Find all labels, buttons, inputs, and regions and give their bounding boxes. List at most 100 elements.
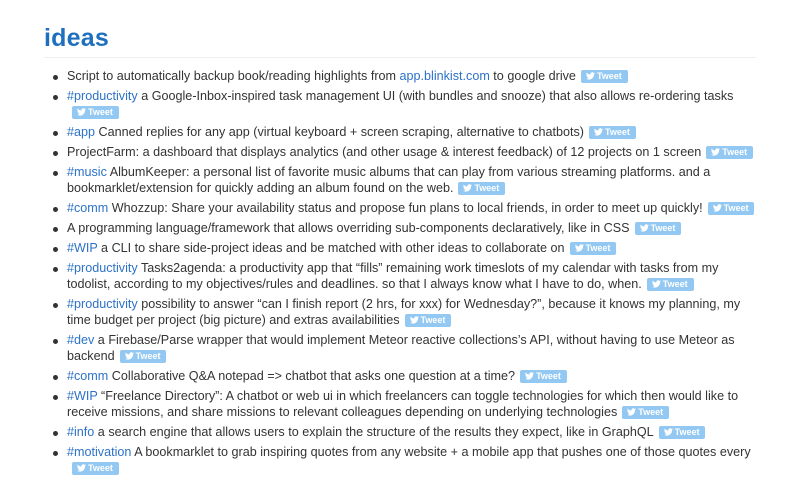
idea-text: Script to automatically backup book/read… — [67, 69, 400, 83]
bullet-icon — [53, 302, 58, 308]
idea-item: #WIP a CLI to share side-project ideas a… — [44, 240, 756, 256]
bullet-icon — [53, 450, 58, 456]
idea-item: #productivity possibility to answer “can… — [44, 296, 756, 328]
idea-text: Canned replies for any app (virtual keyb… — [95, 125, 585, 139]
bullet-icon — [53, 74, 58, 80]
hashtag-link[interactable]: #info — [67, 425, 95, 439]
twitter-bird-icon — [574, 243, 584, 252]
twitter-bird-icon — [585, 71, 595, 80]
bullet-icon — [53, 338, 58, 344]
idea-text: Collaborative Q&A notepad => chatbot tha… — [108, 369, 516, 383]
idea-text: A bookmarklet to grab inspiring quotes f… — [131, 445, 751, 459]
twitter-bird-icon — [712, 203, 722, 212]
idea-text: ProjectFarm: a dashboard that displays a… — [67, 145, 702, 159]
bullet-icon — [53, 246, 58, 252]
tweet-button[interactable]: Tweet — [119, 350, 167, 363]
hashtag-link[interactable]: #motivation — [67, 445, 132, 459]
twitter-bird-icon — [77, 107, 86, 116]
tweet-button-label: Tweet — [536, 371, 561, 381]
title-divider — [44, 57, 756, 58]
twitter-bird-icon — [711, 147, 721, 156]
hashtag-link[interactable]: #WIP — [67, 389, 98, 403]
idea-list: Script to automatically backup book/read… — [44, 68, 756, 476]
tweet-button[interactable]: Tweet — [72, 106, 119, 119]
twitter-bird-icon — [525, 371, 535, 380]
hashtag-link[interactable]: #app — [67, 125, 96, 139]
tweet-button-label: Tweet — [605, 127, 630, 137]
idea-item: #music AlbumKeeper: a personal list of f… — [44, 164, 756, 196]
tweet-button[interactable]: Tweet — [634, 222, 682, 235]
idea-text: AlbumKeeper: a personal list of favorite… — [67, 165, 711, 195]
idea-item: #productivity Tasks2agenda: a productivi… — [44, 260, 756, 292]
tweet-button[interactable]: Tweet — [622, 406, 670, 419]
tweet-button[interactable]: Tweet — [404, 314, 452, 327]
hashtag-link[interactable]: #productivity — [67, 89, 138, 103]
idea-link[interactable]: app.blinkist.com — [399, 69, 490, 83]
hashtag-link[interactable]: #productivity — [67, 297, 138, 311]
idea-item: #app Canned replies for any app (virtual… — [44, 124, 756, 140]
idea-text: possibility to answer “can I finish repo… — [67, 297, 741, 327]
tweet-button[interactable]: Tweet — [707, 202, 755, 215]
bullet-icon — [53, 374, 58, 380]
bullet-icon — [53, 150, 58, 156]
idea-item: ProjectFarm: a dashboard that displays a… — [44, 144, 756, 160]
tweet-button[interactable]: Tweet — [72, 462, 119, 475]
page-title: ideas — [44, 24, 109, 52]
idea-text: a CLI to share side-project ideas and be… — [97, 241, 565, 255]
tweet-button-label: Tweet — [596, 71, 622, 81]
idea-text: Whozzup: Share your availability status … — [108, 201, 703, 215]
idea-text-suffix: to google drive — [489, 69, 576, 83]
tweet-button-label: Tweet — [723, 203, 749, 213]
hashtag-link[interactable]: #comm — [67, 369, 109, 383]
tweet-button[interactable]: Tweet — [646, 278, 694, 291]
hashtag-link[interactable]: #WIP — [67, 241, 98, 255]
twitter-bird-icon — [639, 223, 649, 232]
tweet-button[interactable]: Tweet — [569, 242, 617, 255]
bullet-icon — [53, 226, 58, 232]
idea-item: #WIP “Freelance Directory”: A chatbot or… — [44, 388, 756, 420]
bullet-icon — [53, 94, 58, 100]
tweet-button[interactable]: Tweet — [658, 426, 706, 439]
idea-item: #dev a Firebase/Parse wrapper that would… — [44, 332, 756, 364]
idea-text: a Google-Inbox-inspired task management … — [137, 89, 734, 103]
tweet-button-label: Tweet — [88, 463, 113, 473]
idea-item: #comm Whozzup: Share your availability s… — [44, 200, 756, 216]
tweet-button[interactable]: Tweet — [589, 126, 636, 139]
idea-item: #comm Collaborative Q&A notepad => chatb… — [44, 368, 756, 384]
hashtag-link[interactable]: #productivity — [67, 261, 138, 275]
twitter-bird-icon — [463, 183, 473, 192]
idea-text: a search engine that allows users to exp… — [94, 425, 654, 439]
tweet-button-label: Tweet — [662, 279, 688, 289]
tweet-button-label: Tweet — [420, 315, 446, 325]
idea-item: #motivation A bookmarklet to grab inspir… — [44, 444, 756, 476]
bullet-icon — [53, 430, 58, 436]
tweet-button[interactable]: Tweet — [580, 70, 628, 83]
idea-text: A programming language/framework that al… — [67, 221, 630, 235]
idea-text: Tasks2agenda: a productivity app that “f… — [67, 261, 719, 291]
idea-item: Script to automatically backup book/read… — [44, 68, 756, 84]
tweet-button-label: Tweet — [722, 147, 748, 157]
twitter-bird-icon — [651, 279, 661, 288]
twitter-bird-icon — [409, 315, 419, 324]
twitter-bird-icon — [594, 127, 604, 136]
tweet-button[interactable]: Tweet — [458, 182, 506, 195]
idea-text: a Firebase/Parse wrapper that would impl… — [67, 333, 735, 363]
tweet-button[interactable]: Tweet — [706, 146, 754, 159]
hashtag-link[interactable]: #comm — [67, 201, 109, 215]
tweet-button-label: Tweet — [585, 243, 611, 253]
page-container: ideas Script to automatically backup boo… — [44, 0, 756, 480]
idea-item: A programming language/framework that al… — [44, 220, 756, 236]
idea-item: #productivity a Google-Inbox-inspired ta… — [44, 88, 756, 120]
twitter-bird-icon — [124, 351, 134, 360]
bullet-icon — [53, 130, 58, 136]
idea-text: “Freelance Directory”: A chatbot or web … — [67, 389, 739, 419]
twitter-bird-icon — [627, 407, 637, 416]
tweet-button-label: Tweet — [638, 407, 664, 417]
bullet-icon — [53, 170, 58, 176]
hashtag-link[interactable]: #dev — [67, 333, 95, 347]
tweet-button[interactable]: Tweet — [520, 370, 567, 383]
bullet-icon — [53, 394, 58, 400]
hashtag-link[interactable]: #music — [67, 165, 107, 179]
tweet-button-label: Tweet — [474, 183, 500, 193]
tweet-button-label: Tweet — [88, 107, 113, 117]
